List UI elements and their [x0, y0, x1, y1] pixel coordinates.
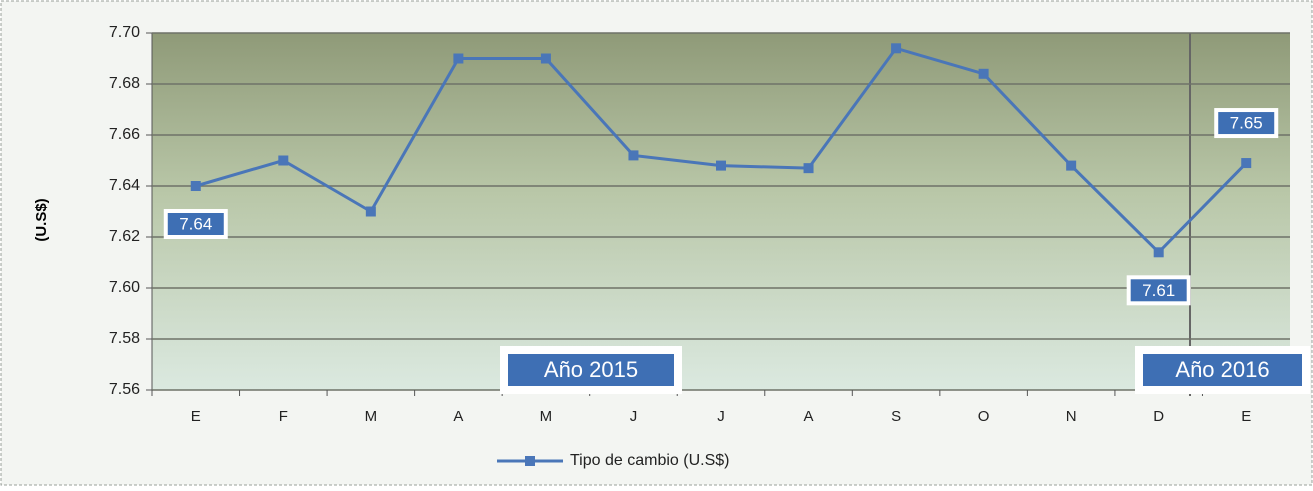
- marker: [628, 150, 638, 160]
- marker: [453, 54, 463, 64]
- y-tick-label: 7.58: [109, 330, 140, 347]
- x-tick-label: E: [191, 408, 201, 425]
- x-tick-label: N: [1066, 408, 1077, 425]
- y-tick-label: 7.62: [109, 228, 140, 245]
- x-tick-label: M: [540, 408, 553, 425]
- marker: [1241, 158, 1251, 168]
- marker: [1154, 247, 1164, 257]
- y-tick-label: 7.70: [109, 24, 140, 41]
- chart: (U.S$) 7.56 7.58 7.60 7.62 7.64 7.66 7.68 7.70 E…: [0, 0, 1313, 486]
- marker: [716, 161, 726, 171]
- y-tick-label: 7.64: [109, 177, 140, 194]
- x-tick-label: M: [365, 408, 378, 425]
- x-tick-label: D: [1153, 408, 1164, 425]
- marker: [541, 54, 551, 64]
- y-tick-label: 7.68: [109, 75, 140, 92]
- marker: [278, 156, 288, 166]
- marker: [366, 207, 376, 217]
- x-tick-label: F: [279, 408, 288, 425]
- x-tick-label: S: [891, 408, 901, 425]
- marker: [891, 43, 901, 53]
- y-tick-label: 7.60: [109, 279, 140, 296]
- marker: [1066, 161, 1076, 171]
- x-tick-label: E: [1241, 408, 1251, 425]
- marker: [804, 163, 814, 173]
- x-tick-label: J: [630, 408, 638, 425]
- y-tick-label: 7.56: [109, 381, 140, 398]
- value-label: 7.64: [179, 214, 212, 233]
- marker: [191, 181, 201, 191]
- value-label: 7.65: [1230, 114, 1263, 133]
- legend-marker: [525, 456, 535, 466]
- x-tick-label: A: [804, 408, 814, 425]
- x-tick-label: O: [978, 408, 990, 425]
- x-tick-label: A: [453, 408, 463, 425]
- x-tick-label: J: [717, 408, 725, 425]
- y-axis-label: (U.S$): [33, 198, 50, 241]
- value-label: 7.61: [1142, 281, 1175, 300]
- marker: [979, 69, 989, 79]
- legend-label: Tipo de cambio (U.S$): [570, 452, 729, 469]
- y-tick-label: 7.66: [109, 126, 140, 143]
- annotation: Año 2016: [1175, 357, 1269, 382]
- annotation: Año 2015: [544, 357, 638, 382]
